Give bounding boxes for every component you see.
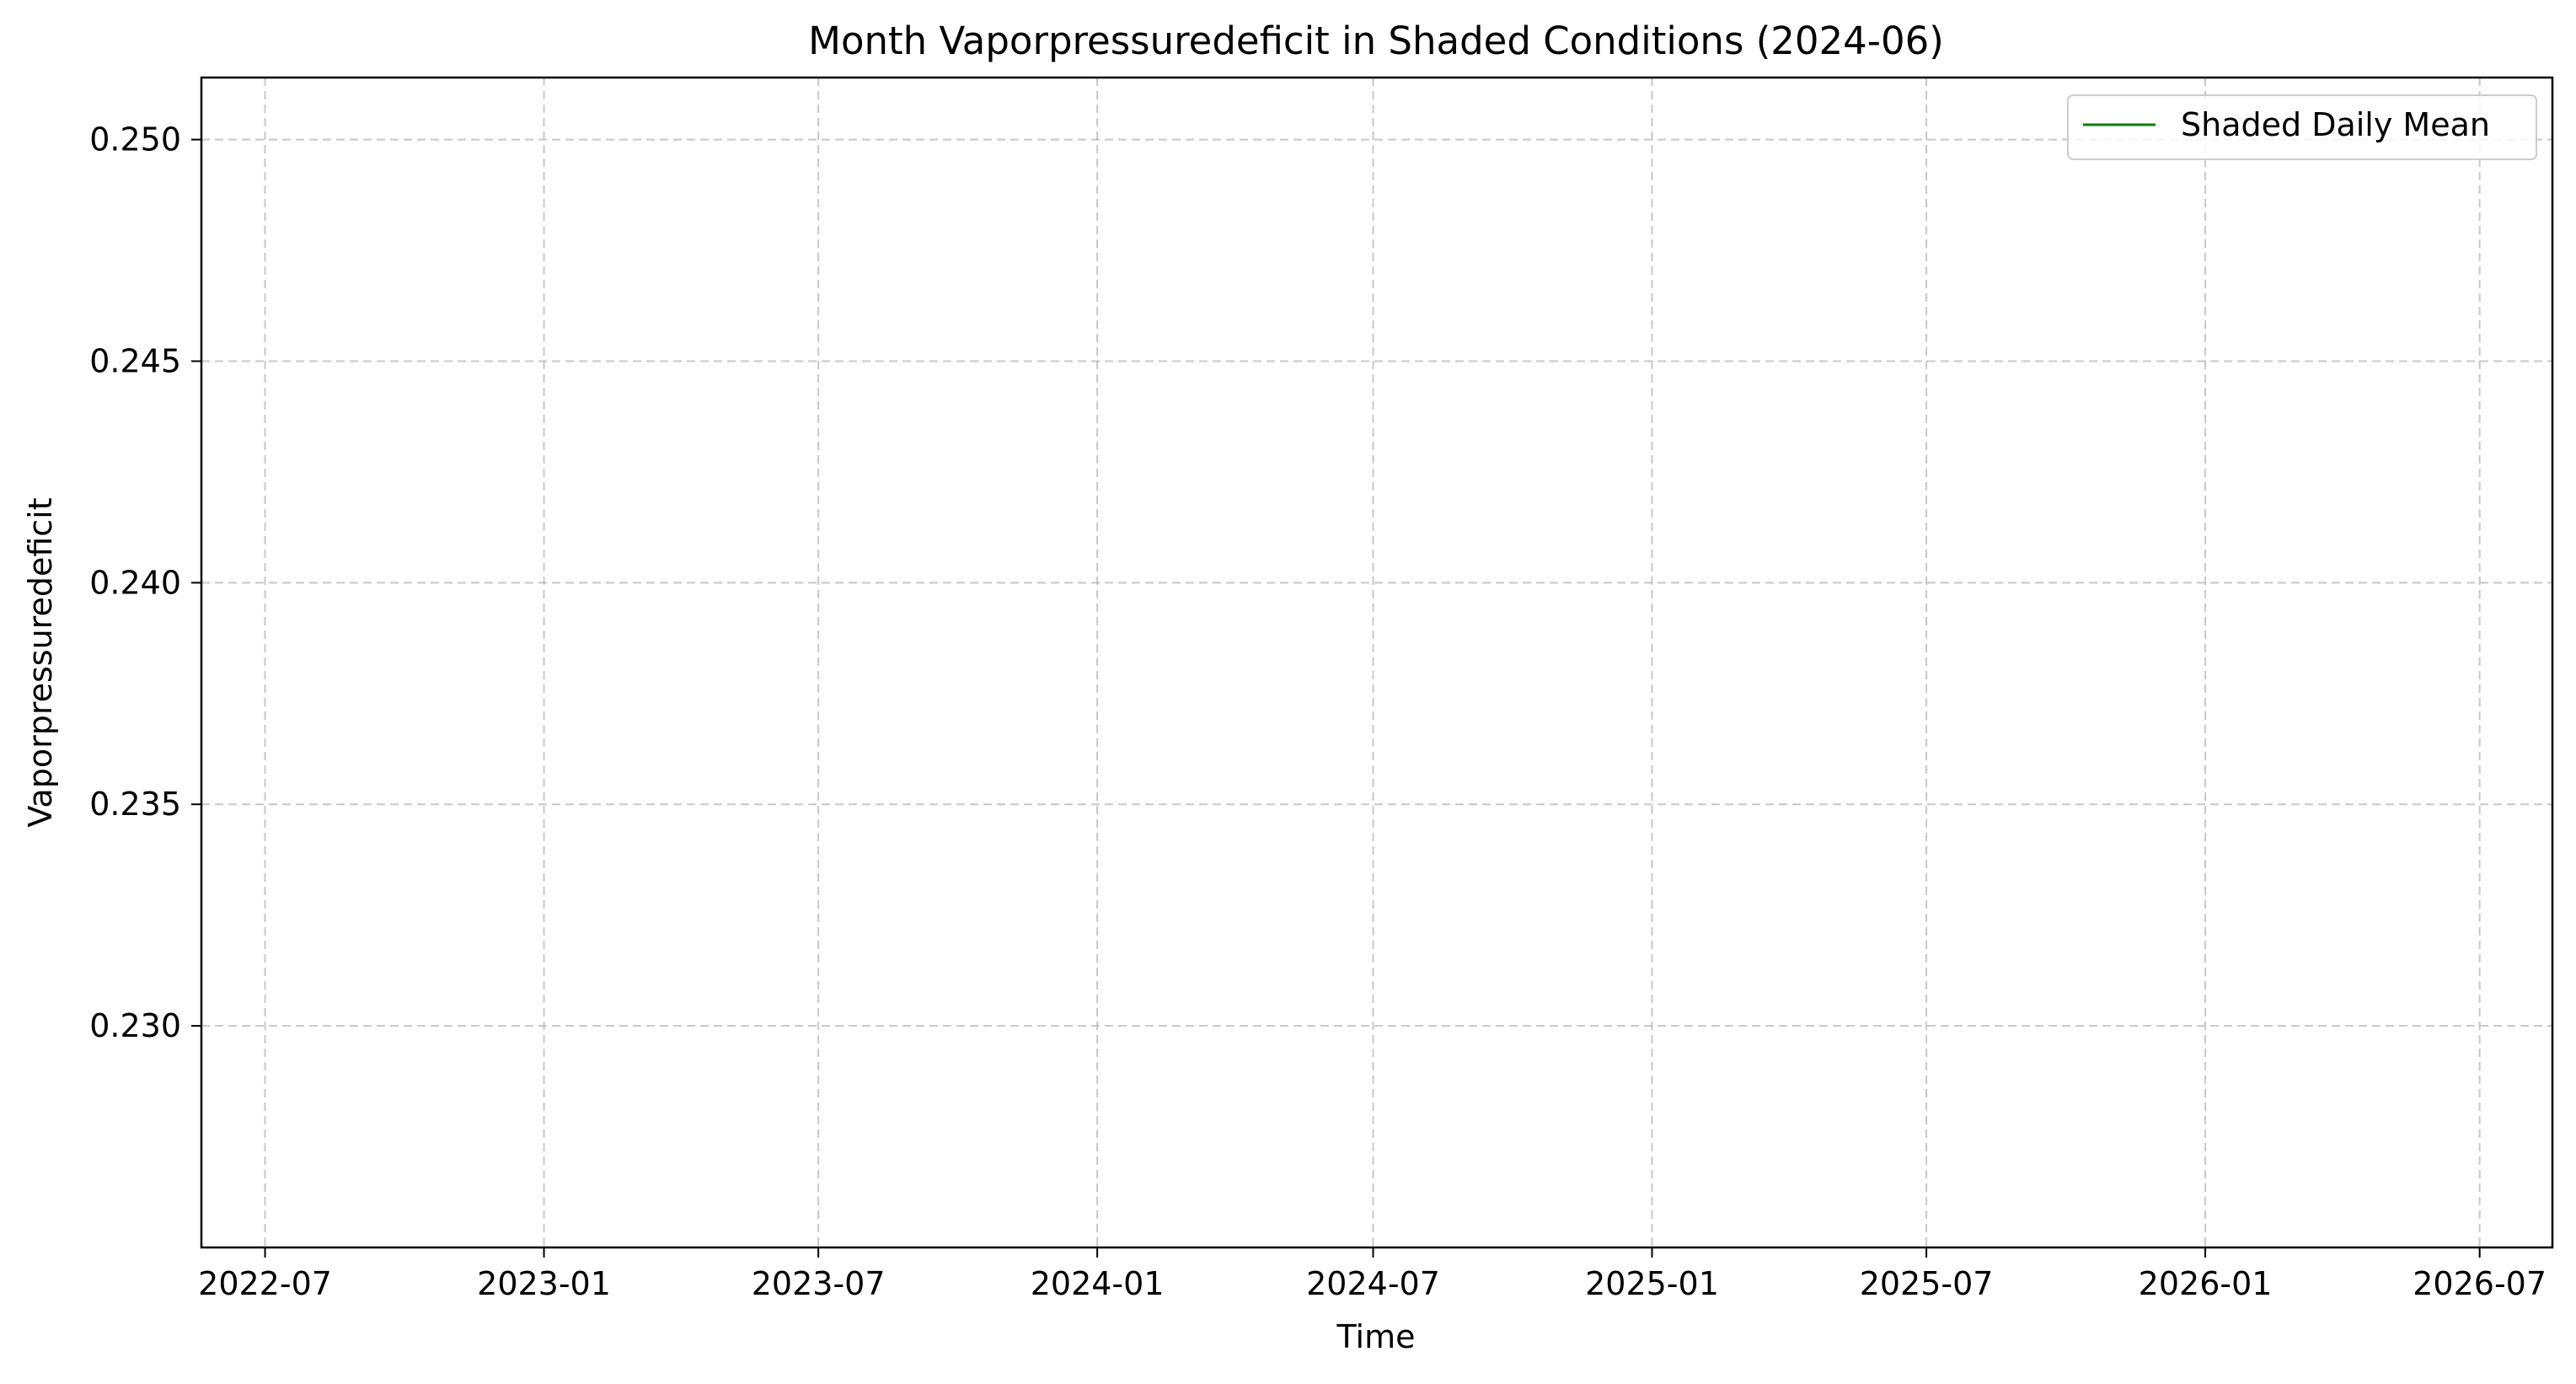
y-axis-label: Vaporpressuredeficit bbox=[22, 497, 59, 827]
x-tick-label: 2023-07 bbox=[752, 1265, 886, 1302]
x-tick-label: 2024-01 bbox=[1031, 1265, 1165, 1302]
legend-box bbox=[2067, 94, 2537, 160]
x-tick-label: 2026-01 bbox=[2139, 1265, 2273, 1302]
y-tick-label: 0.230 bbox=[89, 1007, 181, 1044]
y-tick-label: 0.250 bbox=[89, 121, 181, 158]
legend-series-label: Shaded Daily Mean bbox=[2181, 106, 2490, 143]
x-tick-label: 2026-07 bbox=[2413, 1265, 2547, 1302]
x-tick-label: 2022-07 bbox=[198, 1265, 332, 1302]
x-tick-label: 2025-01 bbox=[1585, 1265, 1719, 1302]
x-axis-label: Time bbox=[1336, 1318, 1416, 1355]
plot-area-frame bbox=[200, 76, 2554, 1249]
x-tick-label: 2024-07 bbox=[1306, 1265, 1440, 1302]
y-tick-label: 0.235 bbox=[89, 786, 181, 823]
y-tick-label: 0.245 bbox=[89, 342, 181, 379]
y-tick-label: 0.240 bbox=[89, 564, 181, 601]
chart-title: Month Vaporpressuredeficit in Shaded Con… bbox=[808, 19, 1944, 63]
legend: Shaded Daily Mean bbox=[2067, 94, 2537, 160]
x-tick-label: 2025-07 bbox=[1860, 1265, 1994, 1302]
x-axis-ticks: 2022-07 2023-01 2023-07 2024-01 2024-07 2025-… bbox=[198, 1247, 2547, 1302]
y-axis-ticks: 0.230 0.235 0.240 0.245 0.250 bbox=[89, 121, 201, 1044]
x-tick-label: 2023-01 bbox=[477, 1265, 611, 1302]
